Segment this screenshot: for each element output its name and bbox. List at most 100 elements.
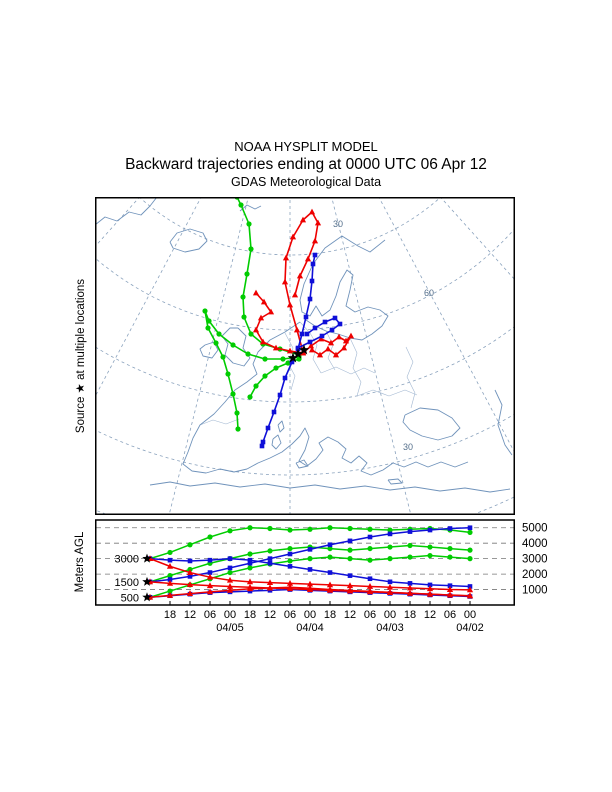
source-star xyxy=(287,352,299,363)
profile-marker-red-3 xyxy=(466,592,474,599)
trajectory-marker-blue-2 xyxy=(307,339,313,345)
profile-marker-blue-2 xyxy=(307,547,313,552)
profile-marker-blue-1 xyxy=(287,564,293,569)
time-tick-label: 06 xyxy=(444,609,456,621)
graticule-label: 60 xyxy=(424,288,434,298)
right-axis-label: 1000 xyxy=(522,585,548,597)
date-label: 04/02 xyxy=(456,622,484,634)
altitude-profile-chart: 3000 1500 500 5000 4000 3000 2000 1000 18 12 06 00 1… xyxy=(95,519,548,634)
profile-marker-blue-2 xyxy=(407,529,413,534)
trajectory-marker-red-3 xyxy=(272,344,280,351)
profile-marker-green-2 xyxy=(427,544,433,550)
profile-marker-red-3 xyxy=(426,590,434,597)
trajectory-marker-blue-3 xyxy=(289,359,295,365)
profile-marker-blue-1 xyxy=(427,582,433,588)
trajectory-marker-red-2 xyxy=(332,351,340,358)
profile-series-red-3 xyxy=(146,583,474,600)
profile-marker-red-3 xyxy=(186,590,194,596)
trajectory-marker-red-3 xyxy=(252,326,260,333)
trajectory-marker-green-1 xyxy=(248,246,254,252)
trajectory-marker-red-1 xyxy=(281,278,289,285)
trajectory-marker-blue-1 xyxy=(299,331,305,337)
country-border xyxy=(405,346,416,409)
profile-marker-green-3 xyxy=(287,558,293,564)
profile-marker-green-2 xyxy=(447,545,453,552)
graticule-parallel xyxy=(95,413,515,476)
profile-marker-green-2 xyxy=(407,542,413,549)
trajectory-marker-red-1 xyxy=(286,301,294,308)
trajectory-marker-red-1 xyxy=(289,233,297,240)
profile-marker-blue-2 xyxy=(187,574,193,579)
trajectory-marker-blue-2 xyxy=(295,345,301,351)
profile-marker-red-3 xyxy=(386,588,394,595)
source-height-label: 3000 xyxy=(115,554,139,566)
trajectory-marker-red-3 xyxy=(260,298,268,305)
profile-marker-red-3 xyxy=(166,592,174,598)
profile-marker-blue-2 xyxy=(167,577,173,582)
trajectory-marker-green-2 xyxy=(225,371,231,377)
trajectory-marker-red-1 xyxy=(291,291,299,298)
date-label: 04/04 xyxy=(296,622,324,634)
right-axis-label: 2000 xyxy=(522,569,548,581)
profile-marker-red-3 xyxy=(206,588,214,595)
coastline xyxy=(494,389,513,456)
profile-marker-red-3 xyxy=(226,586,234,593)
profile-marker-red-3 xyxy=(406,589,414,596)
profile-marker-green-2 xyxy=(267,548,273,554)
coastline xyxy=(246,427,469,476)
trajectory-marker-blue-2 xyxy=(304,331,310,337)
trajectory-marker-green-2 xyxy=(245,351,251,357)
map-source-label: Source ★ at multiple locations xyxy=(75,278,87,434)
profile-marker-blue-2 xyxy=(207,570,213,575)
trajectory-marker-green-2 xyxy=(230,342,236,348)
time-tick-label: 18 xyxy=(244,609,256,621)
coastline xyxy=(271,434,282,450)
time-tick-label: 12 xyxy=(184,609,196,621)
profile-marker-red-1 xyxy=(246,578,254,585)
trajectory-marker-green-3 xyxy=(253,383,259,389)
trajectory-marker-blue-3 xyxy=(271,409,277,415)
profile-marker-green-1 xyxy=(347,525,353,532)
profile-marker-red-1 xyxy=(346,582,354,589)
profile-marker-green-3 xyxy=(247,565,253,571)
graticule-meridian xyxy=(439,197,515,281)
plot-title: Backward trajectories ending at 0000 UTC… xyxy=(125,156,487,174)
coastline xyxy=(182,321,301,474)
graticule-parallel xyxy=(95,325,515,403)
profile-marker-blue-1 xyxy=(187,558,193,564)
profile-marker-green-3 xyxy=(407,554,413,560)
trajectory-marker-red-2 xyxy=(324,345,332,352)
profile-marker-blue-2 xyxy=(387,531,393,537)
trajectory-map: 30 60 30 xyxy=(95,197,515,515)
profile-marker-green-2 xyxy=(247,551,253,557)
profile-marker-green-1 xyxy=(367,526,373,532)
trajectory-marker-red-2 xyxy=(335,333,343,340)
profile-marker-red-1 xyxy=(226,576,234,583)
trajectory-marker-red-2 xyxy=(327,339,335,346)
profile-marker-blue-1 xyxy=(207,557,213,563)
trajectory-marker-blue-1 xyxy=(310,261,316,267)
profile-marker-green-3 xyxy=(307,556,313,562)
profile-marker-blue-1 xyxy=(467,584,473,589)
trajectory-marker-green-2 xyxy=(202,308,208,314)
trajectory-marker-green-2 xyxy=(235,426,241,432)
trajectory-marker-green-2 xyxy=(220,354,226,360)
profile-marker-red-2 xyxy=(226,583,234,589)
profile-marker-green-1 xyxy=(307,526,313,532)
trajectory-blue-2 xyxy=(295,315,343,351)
profile-marker-green-1 xyxy=(247,525,253,531)
trajectory-marker-red-3 xyxy=(267,308,275,315)
profile-marker-blue-1 xyxy=(247,557,253,563)
trajectory-marker-red-2 xyxy=(316,351,324,358)
profile-marker-blue-2 xyxy=(427,527,433,533)
time-tick-label: 12 xyxy=(264,609,276,621)
profile-marker-green-3 xyxy=(447,554,453,560)
time-tick-label: 18 xyxy=(324,609,336,621)
profile-marker-green-3 xyxy=(387,556,393,562)
trajectory-line-green-2 xyxy=(204,310,300,430)
profile-marker-green-1 xyxy=(267,525,273,532)
trajectory-marker-green-2 xyxy=(206,318,212,324)
trajectory-marker-red-3 xyxy=(286,347,294,354)
coastline xyxy=(169,228,208,253)
